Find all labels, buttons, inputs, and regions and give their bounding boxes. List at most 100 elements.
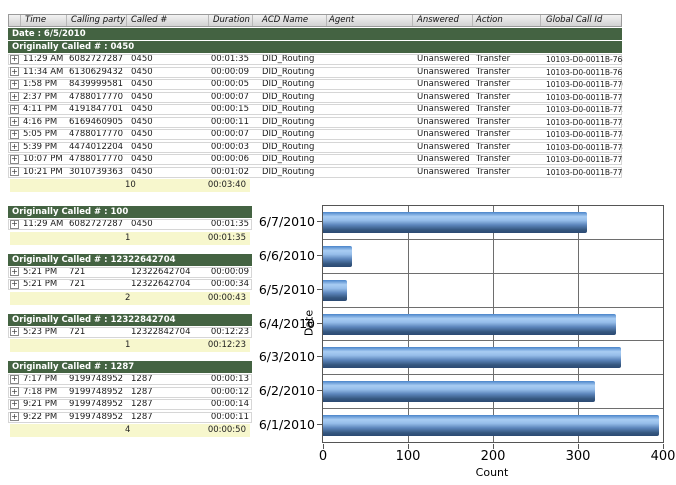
expand-icon[interactable]: + bbox=[10, 104, 19, 114]
y-axis-tick bbox=[317, 389, 322, 391]
call-row: + 9:22 PM 9199748952 1287 00:00:11 bbox=[8, 411, 252, 423]
call-row: + 5:39 PM 4474012204 0450 00:00:03 DID_R… bbox=[8, 141, 623, 153]
call-row: + 7:17 PM 9199748952 1287 00:00:13 bbox=[8, 374, 252, 385]
cell-calling-party: 4788017770 bbox=[69, 92, 124, 102]
group-summary: 1 00:12:23 bbox=[10, 339, 250, 352]
cell-global-call-id: 10103-D0-0011B-77F bbox=[546, 167, 623, 177]
cell-answered: Unanswered bbox=[417, 167, 470, 177]
expand-icon[interactable]: + bbox=[10, 67, 19, 77]
chart-bar bbox=[323, 313, 617, 335]
col-header-agent: Agent bbox=[327, 15, 413, 26]
expand-icon[interactable]: + bbox=[10, 142, 19, 152]
col-header-answered: Answered bbox=[413, 15, 473, 26]
cell-answered: Unanswered bbox=[417, 117, 470, 127]
date-group-header: Date : 6/5/2010 bbox=[8, 28, 622, 40]
cell-global-call-id: 10103-D0-0011B-774 bbox=[546, 130, 623, 139]
cell-global-call-id: 10103-D0-0011B-773 bbox=[546, 117, 623, 127]
x-axis-tick bbox=[407, 444, 409, 449]
chart-bar bbox=[323, 246, 352, 268]
expand-icon[interactable]: + bbox=[10, 54, 19, 64]
cell-duration: 00:00:09 bbox=[210, 67, 249, 77]
cell-time: 11:29 AM bbox=[23, 55, 64, 64]
cell-action: Transfer bbox=[476, 130, 511, 139]
expand-icon[interactable]: + bbox=[10, 327, 19, 337]
cell-time: 5:39 PM bbox=[23, 142, 58, 152]
category-label: 6/4/2010 bbox=[258, 315, 315, 331]
expand-cell: + bbox=[9, 92, 21, 102]
call-row: + 1:58 PM 8439999581 0450 00:00:05 DID_R… bbox=[8, 79, 623, 90]
col-header-calling-party: Calling party # bbox=[67, 15, 127, 26]
cell-acd-name: DID_Routing bbox=[262, 167, 315, 177]
cell-called: 0450 bbox=[131, 142, 153, 152]
expand-cell: + bbox=[9, 279, 21, 290]
cell-answered: Unanswered bbox=[417, 155, 470, 164]
expand-cell: + bbox=[9, 129, 21, 140]
expand-icon[interactable]: + bbox=[10, 267, 19, 277]
cell-calling-party: 6082727287 bbox=[69, 55, 124, 64]
group-call-count: 1 bbox=[125, 232, 131, 243]
cell-acd-name: DID_Routing bbox=[262, 142, 315, 152]
group-total-duration: 00:00:50 bbox=[207, 425, 246, 435]
cell-answered: Unanswered bbox=[417, 105, 470, 114]
cell-duration: 00:00:13 bbox=[210, 375, 249, 384]
cell-duration: 00:00:14 bbox=[210, 400, 249, 409]
cell-called: 12322642704 bbox=[131, 280, 191, 289]
cell-time: 7:17 PM bbox=[23, 375, 58, 384]
group-call-count: 2 bbox=[125, 292, 131, 303]
group-total-duration: 00:01:35 bbox=[207, 232, 246, 243]
category-label: 6/1/2010 bbox=[258, 416, 315, 432]
expand-icon[interactable]: + bbox=[10, 117, 19, 127]
call-row: + 5:23 PM 721 12322842704 00:12:23 bbox=[8, 326, 252, 338]
expand-icon[interactable]: + bbox=[10, 374, 19, 384]
group-summary: 10 00:03:40 bbox=[10, 179, 250, 192]
call-row: + 5:21 PM 721 12322642704 00:00:09 bbox=[8, 266, 252, 278]
expand-icon[interactable]: + bbox=[10, 399, 19, 409]
cell-called: 1287 bbox=[131, 412, 153, 422]
call-row: + 5:05 PM 4788017770 0450 00:00:07 DID_R… bbox=[8, 129, 623, 140]
cell-time: 9:22 PM bbox=[23, 412, 58, 422]
cell-acd-name: DID_Routing bbox=[262, 105, 315, 114]
expand-cell: + bbox=[9, 154, 21, 165]
expand-icon[interactable]: + bbox=[10, 279, 19, 289]
expand-icon[interactable]: + bbox=[10, 412, 19, 422]
cell-answered: Unanswered bbox=[417, 55, 470, 64]
expand-cell: + bbox=[9, 67, 21, 77]
cell-calling-party: 721 bbox=[69, 280, 86, 289]
cell-answered: Unanswered bbox=[417, 130, 470, 139]
cell-calling-party: 4474012204 bbox=[69, 142, 124, 152]
gridline-horizontal bbox=[323, 340, 663, 342]
calls-per-date-bar-chart: Date Count 6/7/2010 6/6/2010 6/5/2010 6/4/2… bbox=[253, 198, 676, 485]
cell-acd-name: DID_Routing bbox=[262, 67, 315, 77]
y-axis-tick bbox=[317, 221, 322, 223]
cell-calling-party: 9199748952 bbox=[69, 375, 124, 384]
chart-bar bbox=[323, 212, 587, 234]
cell-acd-name: DID_Routing bbox=[262, 117, 315, 127]
cell-time: 9:21 PM bbox=[23, 400, 58, 409]
expand-icon[interactable]: + bbox=[10, 387, 19, 397]
col-header-called: Called # bbox=[127, 15, 209, 26]
x-axis-tick bbox=[322, 444, 324, 449]
expand-icon[interactable]: + bbox=[10, 79, 19, 89]
call-group-section-12322842704: Originally Called # : 12322842704 + 5:23… bbox=[8, 313, 622, 352]
category-label: 6/3/2010 bbox=[258, 349, 315, 365]
group-header: Originally Called # : 0450 bbox=[8, 41, 622, 53]
cell-called: 0450 bbox=[131, 155, 153, 164]
expand-cell: + bbox=[9, 327, 21, 337]
x-axis-tick bbox=[662, 444, 664, 449]
cell-duration: 00:01:35 bbox=[210, 55, 249, 64]
expand-icon[interactable]: + bbox=[10, 92, 19, 102]
cell-global-call-id: 10103-D0-0011B-771 bbox=[546, 92, 623, 102]
cell-called: 0450 bbox=[131, 105, 153, 114]
expand-icon[interactable]: + bbox=[10, 129, 19, 139]
expand-icon[interactable]: + bbox=[10, 219, 19, 229]
group-header: Originally Called # : 1287 bbox=[8, 361, 252, 373]
group-total-duration: 00:03:40 bbox=[207, 180, 246, 190]
cell-duration: 00:00:12 bbox=[210, 387, 249, 397]
expand-icon[interactable]: + bbox=[10, 167, 19, 177]
expand-cell: + bbox=[9, 374, 21, 385]
cell-called: 0450 bbox=[131, 92, 153, 102]
cell-calling-party: 9199748952 bbox=[69, 400, 124, 409]
group-header: Originally Called # : 12322842704 bbox=[8, 313, 252, 326]
expand-icon[interactable]: + bbox=[10, 154, 19, 164]
